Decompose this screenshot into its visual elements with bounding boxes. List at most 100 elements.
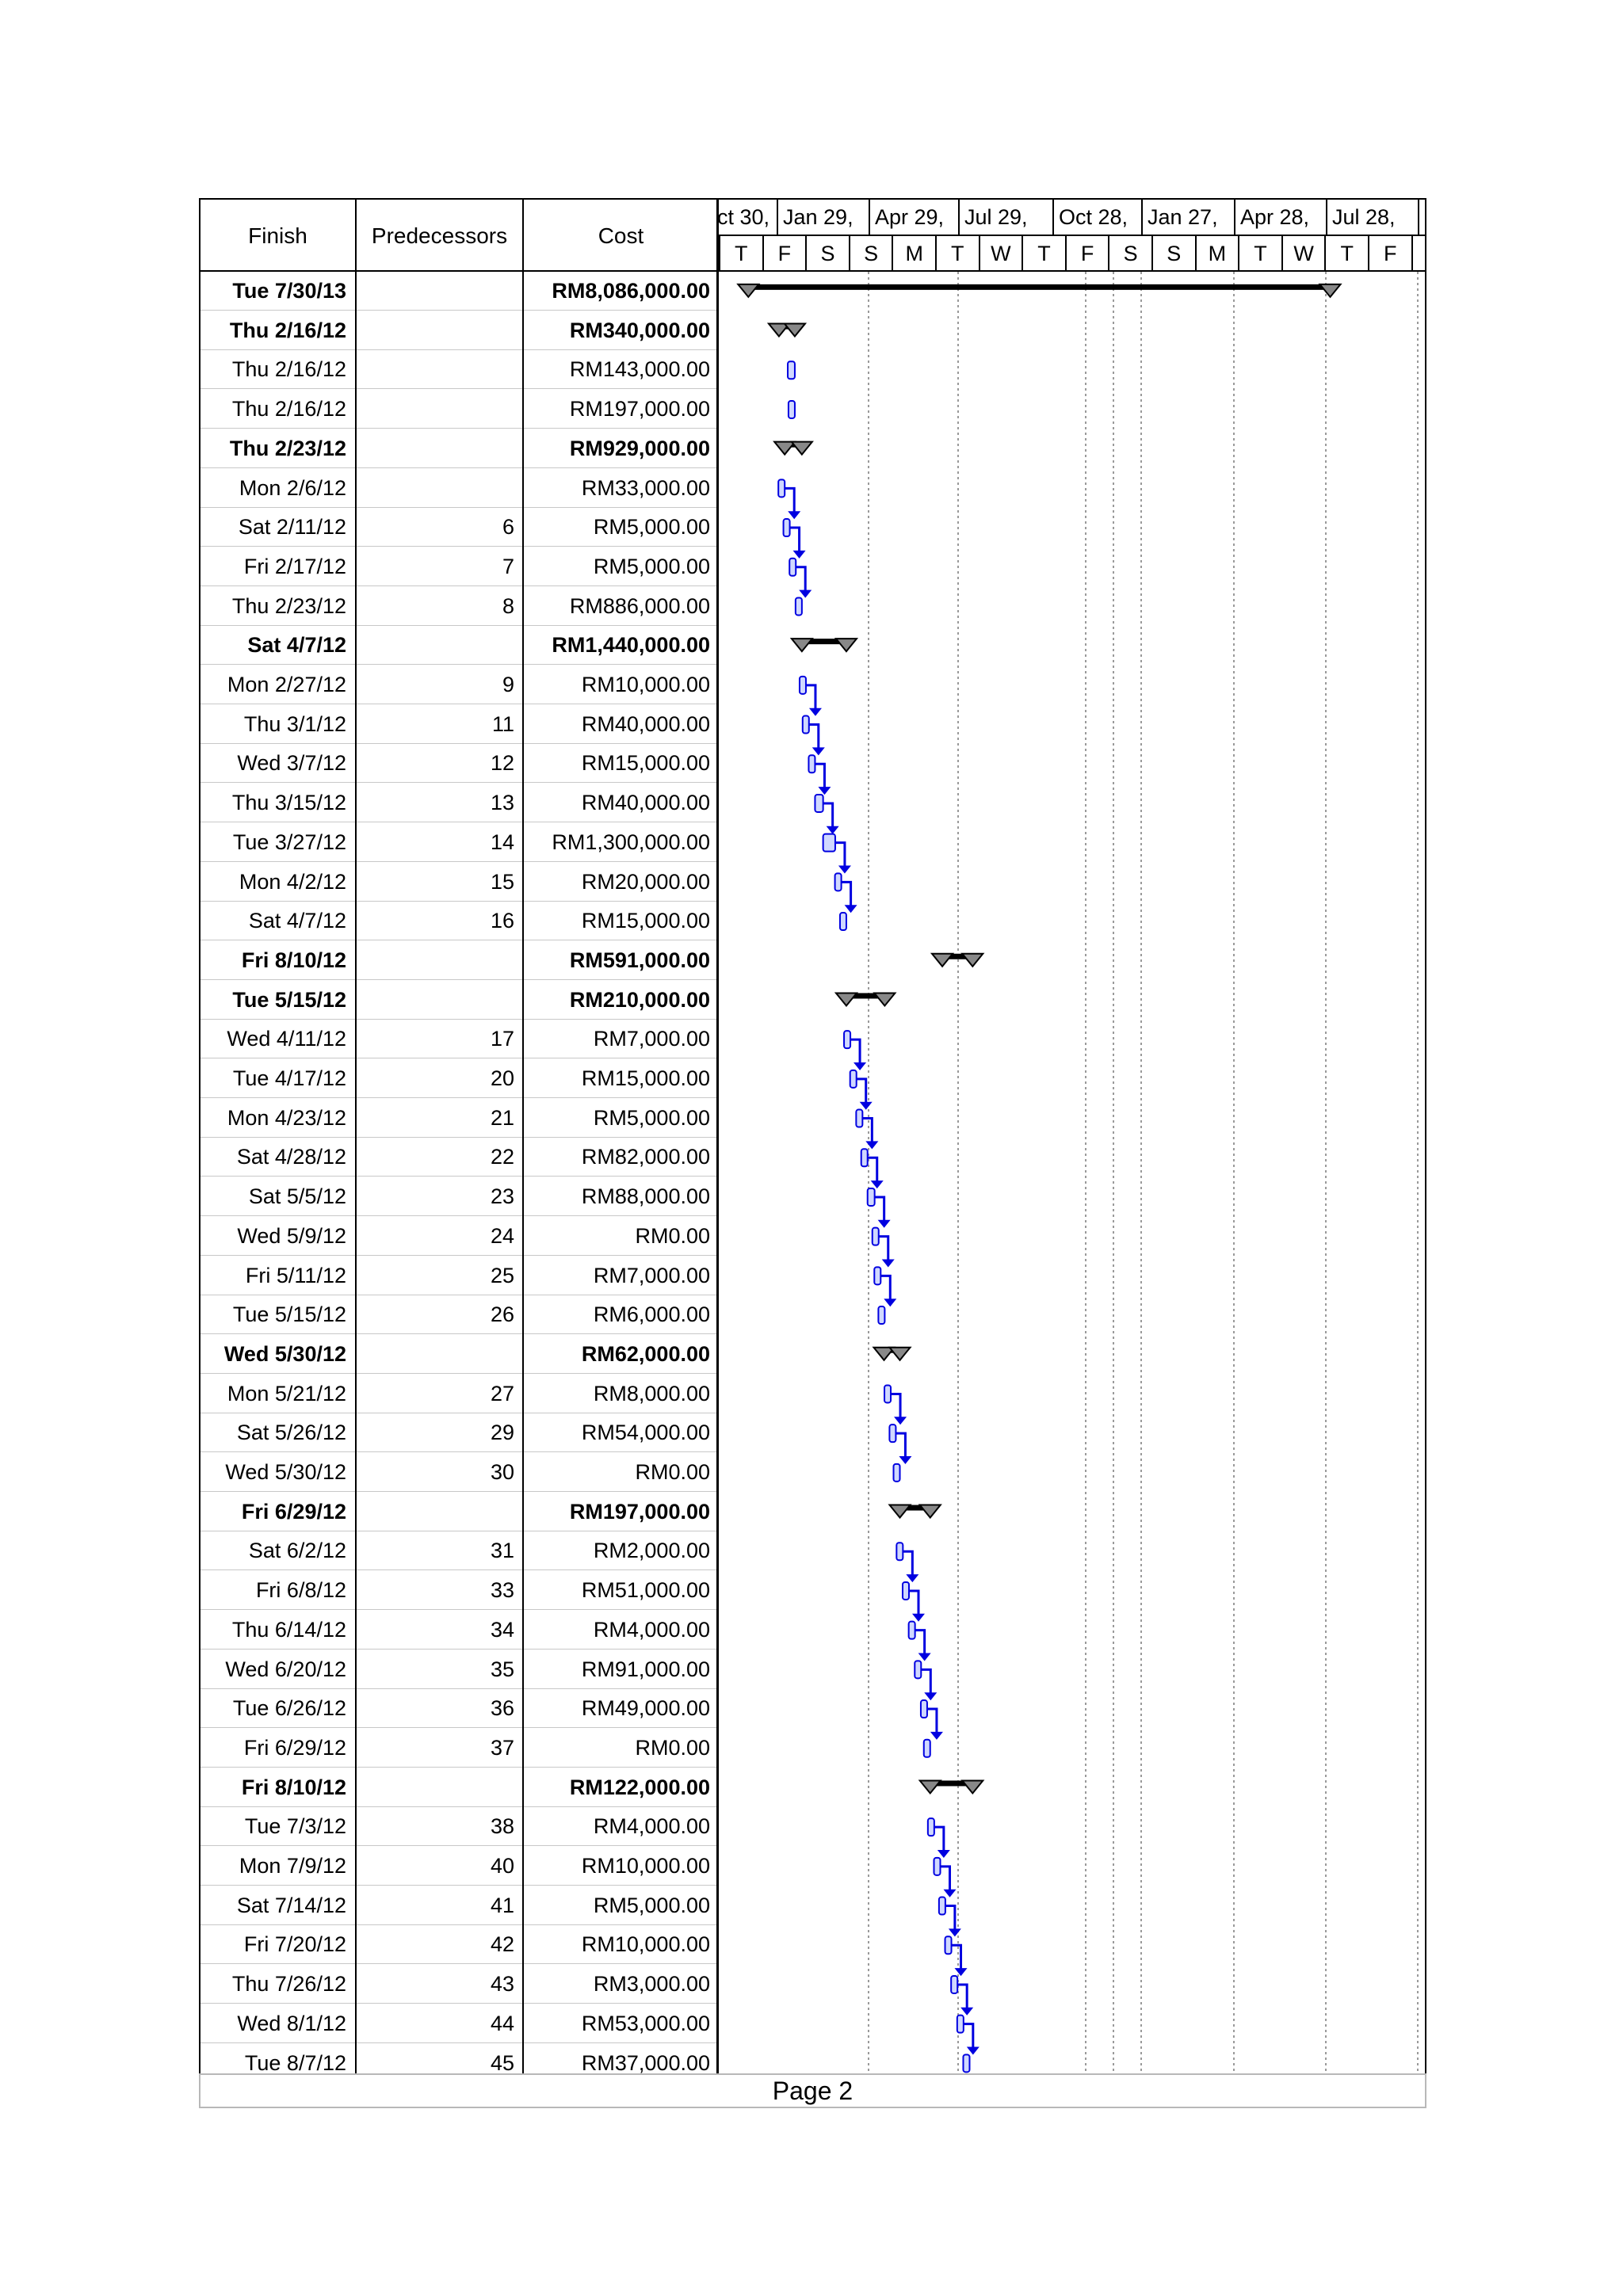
cost-cell[interactable]: RM591,000.00	[569, 948, 710, 972]
cost-cell[interactable]: RM37,000.00	[581, 2050, 710, 2075]
task-row[interactable]: Mon 7/9/12 40 RM10,000.00	[200, 1847, 718, 1886]
predecessors-cell[interactable]	[355, 390, 521, 429]
predecessors-cell[interactable]	[355, 1493, 521, 1531]
finish-cell[interactable]: Sat 5/5/12	[248, 1184, 346, 1209]
predecessors-cell[interactable]: 30	[490, 1460, 514, 1484]
task-row[interactable]: Wed 5/30/12 30 RM0.00	[200, 1453, 718, 1492]
finish-cell[interactable]: Tue 7/3/12	[244, 1814, 346, 1839]
cost-cell[interactable]: RM4,000.00	[593, 1617, 710, 1642]
task-row[interactable]: Fri 7/20/12 42 RM10,000.00	[200, 1925, 718, 1965]
cost-cell[interactable]: RM6,000.00	[593, 1302, 710, 1327]
finish-cell[interactable]: Thu 2/23/12	[231, 593, 346, 618]
finish-cell[interactable]: Tue 7/30/13	[232, 279, 346, 303]
cost-cell[interactable]: RM15,000.00	[581, 909, 710, 933]
finish-cell[interactable]: Tue 6/26/12	[232, 1696, 346, 1721]
table-chart-divider[interactable]	[716, 200, 719, 2106]
predecessors-cell[interactable]: 11	[491, 711, 514, 736]
cost-cell[interactable]: RM10,000.00	[581, 1932, 710, 1957]
summary-task-row[interactable]: Tue 5/15/12 RM210,000.00	[200, 981, 718, 1020]
predecessors-cell[interactable]	[355, 1335, 521, 1374]
finish-cell[interactable]: Thu 2/16/12	[231, 397, 346, 421]
finish-cell[interactable]: Thu 2/16/12	[231, 357, 346, 382]
cost-cell[interactable]: RM10,000.00	[581, 673, 710, 696]
task-row[interactable]: Thu 2/23/12 8 RM886,000.00	[200, 587, 718, 626]
task-row[interactable]: Tue 3/27/12 14 RM1,300,000.00	[200, 823, 718, 862]
finish-cell[interactable]: Wed 5/30/12	[225, 1460, 346, 1484]
cost-cell[interactable]: RM53,000.00	[581, 2011, 710, 2035]
finish-column-header[interactable]: Finish	[248, 223, 307, 248]
cost-cell[interactable]: RM51,000.00	[581, 1578, 710, 1603]
task-row[interactable]: Fri 6/29/12 37 RM0.00	[200, 1729, 718, 1768]
finish-cell[interactable]: Mon 2/27/12	[227, 673, 346, 696]
cost-cell[interactable]: RM1,440,000.00	[552, 633, 710, 658]
cost-cell[interactable]: RM122,000.00	[569, 1775, 710, 1799]
predecessors-cell[interactable]: 13	[490, 791, 514, 815]
finish-cell[interactable]: Tue 3/27/12	[232, 830, 346, 854]
finish-cell[interactable]: Sat 2/11/12	[238, 515, 346, 540]
predecessors-cell[interactable]	[355, 469, 521, 508]
task-row[interactable]: Fri 6/8/12 33 RM51,000.00	[200, 1571, 718, 1611]
finish-cell[interactable]: Thu 3/15/12	[231, 791, 346, 815]
predecessors-cell[interactable]: 12	[490, 751, 514, 776]
cost-cell[interactable]: RM340,000.00	[569, 318, 710, 342]
predecessors-cell[interactable]: 41	[490, 1893, 514, 1917]
cost-cell[interactable]: RM40,000.00	[581, 711, 710, 736]
predecessors-cell[interactable]: 17	[490, 1027, 514, 1051]
predecessors-cell[interactable]	[355, 350, 521, 389]
predecessors-cell[interactable]: 40	[490, 1854, 514, 1878]
cost-cell[interactable]: RM197,000.00	[569, 1499, 710, 1524]
cost-cell[interactable]: RM929,000.00	[569, 436, 710, 460]
predecessors-cell[interactable]: 8	[502, 593, 514, 618]
task-row[interactable]: Mon 4/2/12 15 RM20,000.00	[200, 863, 718, 902]
predecessors-cell[interactable]: 7	[502, 554, 514, 578]
predecessors-cell[interactable]	[355, 272, 521, 311]
finish-cell[interactable]: Sat 4/28/12	[236, 1145, 346, 1169]
cost-cell[interactable]: RM8,000.00	[593, 1381, 710, 1405]
cost-cell[interactable]: RM143,000.00	[569, 357, 710, 382]
task-row[interactable]: Tue 7/3/12 38 RM4,000.00	[200, 1807, 718, 1847]
cost-cell[interactable]: RM197,000.00	[569, 397, 710, 421]
task-row[interactable]: Tue 4/17/12 20 RM15,000.00	[200, 1059, 718, 1098]
cost-cell[interactable]: RM91,000.00	[581, 1657, 710, 1681]
finish-cell[interactable]: Tue 5/15/12	[232, 1302, 346, 1327]
predecessors-cell[interactable]: 42	[490, 1932, 514, 1957]
task-row[interactable]: Sat 2/11/12 6 RM5,000.00	[200, 508, 718, 547]
finish-cell[interactable]: Tue 4/17/12	[232, 1066, 346, 1090]
cost-cell[interactable]: RM88,000.00	[581, 1184, 710, 1209]
task-row[interactable]: Sat 5/5/12 23 RM88,000.00	[200, 1177, 718, 1217]
finish-cell[interactable]: Fri 8/10/12	[241, 1775, 346, 1799]
cost-cell[interactable]: RM15,000.00	[581, 1066, 710, 1090]
predecessors-cell[interactable]: 6	[502, 515, 514, 540]
cost-cell[interactable]: RM62,000.00	[581, 1341, 710, 1366]
finish-cell[interactable]: Fri 5/11/12	[245, 1263, 346, 1287]
predecessors-cell[interactable]	[355, 941, 521, 980]
cost-cell[interactable]: RM210,000.00	[569, 987, 710, 1012]
predecessors-cell[interactable]: 14	[490, 830, 514, 854]
finish-cell[interactable]: Sat 4/7/12	[247, 633, 346, 658]
predecessors-cell[interactable]: 37	[490, 1735, 514, 1760]
predecessors-cell[interactable]: 44	[490, 2011, 514, 2035]
cost-cell[interactable]: RM2,000.00	[593, 1539, 710, 1563]
summary-task-row[interactable]: Thu 2/16/12 RM340,000.00	[200, 311, 718, 350]
finish-cell[interactable]: Wed 6/20/12	[225, 1657, 346, 1681]
cost-cell[interactable]: RM1,300,000.00	[552, 830, 710, 854]
finish-cell[interactable]: Mon 4/23/12	[227, 1105, 346, 1130]
finish-cell[interactable]: Thu 6/14/12	[231, 1617, 346, 1642]
predecessors-cell[interactable]: 33	[490, 1578, 514, 1603]
task-row[interactable]: Mon 2/27/12 9 RM10,000.00	[200, 666, 718, 704]
predecessors-cell[interactable]: 24	[490, 1223, 514, 1248]
cost-cell[interactable]: RM10,000.00	[581, 1854, 710, 1878]
finish-cell[interactable]: Mon 7/9/12	[239, 1854, 346, 1878]
finish-cell[interactable]: Wed 3/7/12	[237, 751, 346, 776]
predecessors-cell[interactable]: 9	[502, 673, 514, 696]
predecessors-cell[interactable]: 23	[490, 1184, 514, 1209]
task-row[interactable]: Sat 4/28/12 22 RM82,000.00	[200, 1138, 718, 1177]
finish-cell[interactable]: Wed 8/1/12	[237, 2011, 346, 2035]
cost-column-header[interactable]: Cost	[598, 223, 644, 248]
finish-cell[interactable]: Fri 7/20/12	[243, 1932, 346, 1957]
summary-task-row[interactable]: Sat 4/7/12 RM1,440,000.00	[200, 626, 718, 666]
summary-task-row[interactable]: Fri 8/10/12 RM122,000.00	[200, 1768, 718, 1807]
cost-cell[interactable]: RM5,000.00	[593, 554, 710, 578]
predecessors-cell[interactable]	[355, 429, 521, 468]
task-row[interactable]: Fri 5/11/12 25 RM7,000.00	[200, 1257, 718, 1295]
